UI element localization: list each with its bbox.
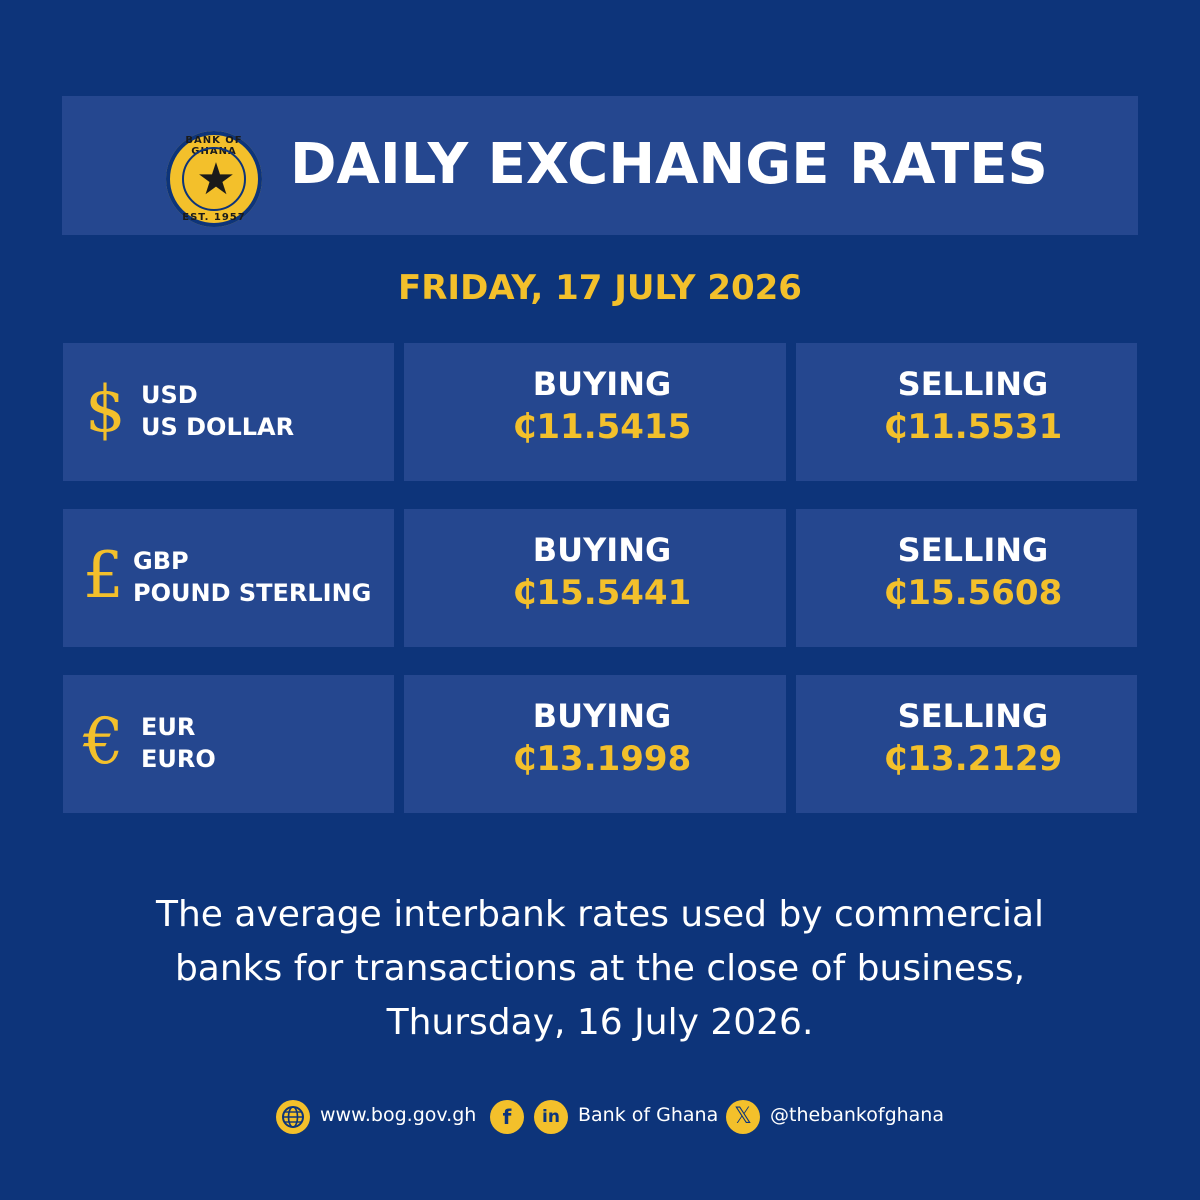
- selling-cell-gbp: SELLING ₵15.5608: [796, 509, 1137, 647]
- selling-value: ₵15.5608: [883, 573, 1063, 613]
- logo-bottom-text: EST. 1957: [182, 212, 246, 223]
- buying-value: ₵11.5415: [512, 407, 692, 447]
- star-icon: ★: [196, 154, 236, 205]
- footnote-line-2: banks for transactions at the close of b…: [174, 948, 1026, 989]
- page-title: DAILY EXCHANGE RATES: [290, 132, 1048, 197]
- globe-icon: [276, 1100, 310, 1134]
- currency-code: USD: [141, 381, 198, 409]
- currency-code: GBP: [133, 547, 189, 575]
- currency-name: US DOLLAR: [141, 413, 295, 441]
- footnote: The average interbank rates used by comm…: [80, 888, 1120, 1050]
- social-name: Bank of Ghana: [578, 1104, 719, 1126]
- dollar-icon: $: [85, 373, 126, 447]
- currency-cell-gbp: £ GBP POUND STERLING: [63, 509, 394, 647]
- currency-cell-eur: € EUR EURO: [63, 675, 394, 813]
- website-text: www.bog.gov.gh: [320, 1104, 477, 1126]
- buying-label: BUYING: [532, 697, 672, 735]
- buying-label: BUYING: [532, 365, 672, 403]
- buying-cell-gbp: BUYING ₵15.5441: [404, 509, 786, 647]
- footnote-line-1: The average interbank rates used by comm…: [155, 894, 1045, 935]
- currency-cell-usd: $ USD US DOLLAR: [63, 343, 394, 481]
- euro-icon: €: [83, 705, 124, 779]
- bank-of-ghana-logo: BANK OF GHANA ★ EST. 1957: [166, 131, 262, 227]
- selling-label: SELLING: [897, 365, 1049, 403]
- selling-cell-eur: SELLING ₵13.2129: [796, 675, 1137, 813]
- currency-name: POUND STERLING: [133, 579, 372, 607]
- currency-code: EUR: [141, 713, 196, 741]
- bank-of-ghana-social[interactable]: f in Bank of Ghana: [490, 1098, 730, 1136]
- selling-label: SELLING: [897, 531, 1049, 569]
- website-link[interactable]: www.bog.gov.gh: [276, 1098, 476, 1136]
- x-handle: @thebankofghana: [770, 1104, 944, 1126]
- buying-cell-eur: BUYING ₵13.1998: [404, 675, 786, 813]
- currency-name: EURO: [141, 745, 216, 773]
- x-icon: 𝕏: [726, 1100, 760, 1134]
- selling-label: SELLING: [897, 697, 1049, 735]
- logo-inner-ring: ★: [182, 147, 246, 211]
- buying-cell-usd: BUYING ₵11.5415: [404, 343, 786, 481]
- footnote-line-3: Thursday, 16 July 2026.: [386, 1002, 814, 1043]
- pound-icon: £: [83, 539, 124, 613]
- linkedin-icon[interactable]: in: [534, 1100, 568, 1134]
- selling-value: ₵11.5531: [883, 407, 1063, 447]
- header-banner: BANK OF GHANA ★ EST. 1957 DAILY EXCHANGE…: [62, 96, 1138, 235]
- rates-date: FRIDAY, 17 JULY 2026: [398, 268, 802, 308]
- facebook-icon[interactable]: f: [490, 1100, 524, 1134]
- selling-value: ₵13.2129: [883, 739, 1063, 779]
- buying-value: ₵15.5441: [512, 573, 692, 613]
- x-account[interactable]: 𝕏 @thebankofghana: [726, 1098, 956, 1136]
- selling-cell-usd: SELLING ₵11.5531: [796, 343, 1137, 481]
- buying-value: ₵13.1998: [512, 739, 692, 779]
- buying-label: BUYING: [532, 531, 672, 569]
